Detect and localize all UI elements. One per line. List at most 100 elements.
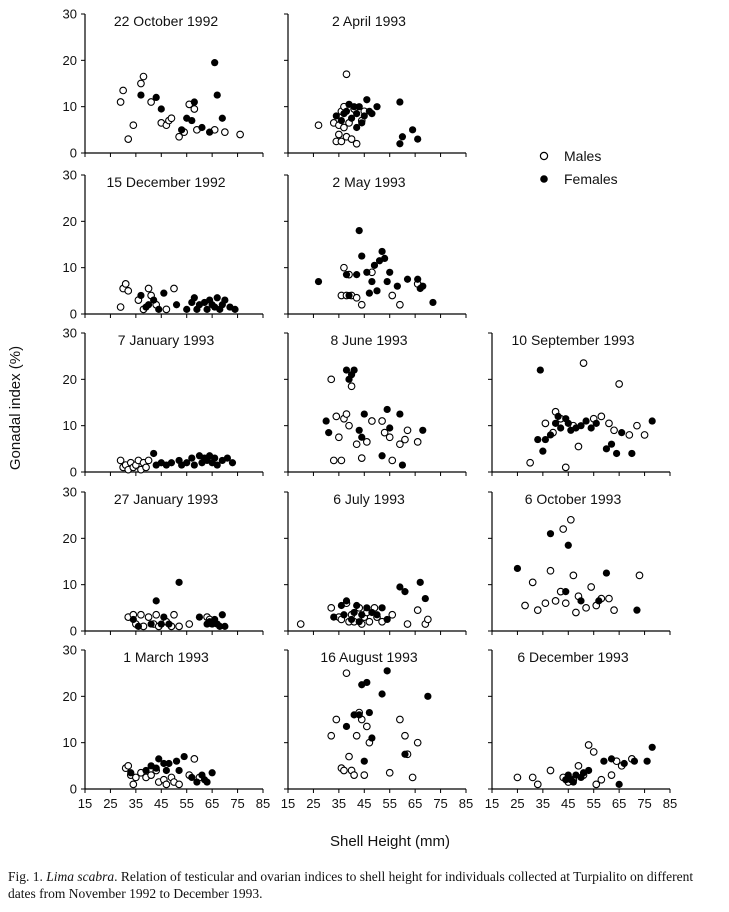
point-male bbox=[597, 412, 606, 421]
point-female bbox=[155, 305, 163, 313]
point-female bbox=[127, 769, 135, 777]
point-male bbox=[124, 286, 133, 295]
point-female bbox=[337, 116, 345, 125]
panel-title: 2 May 1993 bbox=[332, 174, 405, 190]
point-male bbox=[388, 291, 397, 300]
point-male bbox=[221, 128, 229, 136]
point-male bbox=[335, 433, 343, 442]
point-male bbox=[327, 603, 336, 612]
point-male bbox=[327, 375, 336, 384]
point-female bbox=[582, 417, 590, 425]
point-male bbox=[352, 139, 361, 148]
point-female bbox=[618, 429, 626, 437]
point-female bbox=[167, 459, 176, 467]
point-female bbox=[332, 112, 340, 120]
point-female bbox=[165, 759, 173, 768]
point-female bbox=[142, 766, 150, 775]
x-tick-label: 35 bbox=[332, 796, 346, 811]
point-male bbox=[396, 300, 404, 309]
point-male bbox=[175, 780, 183, 789]
point-female bbox=[358, 433, 366, 441]
point-male bbox=[635, 571, 644, 580]
point-male bbox=[335, 130, 343, 139]
point-male bbox=[551, 597, 560, 605]
point-male bbox=[340, 123, 348, 132]
point-male bbox=[144, 613, 153, 621]
point-female bbox=[150, 449, 158, 458]
point-female bbox=[218, 114, 226, 122]
point-female bbox=[421, 594, 429, 603]
point-male bbox=[132, 773, 140, 782]
point-female bbox=[160, 289, 168, 297]
point-male bbox=[185, 620, 194, 628]
panel-title: 1 March 1993 bbox=[123, 649, 209, 665]
point-male bbox=[572, 608, 580, 617]
panel-title: 16 August 1993 bbox=[320, 649, 418, 665]
caption-fig: Fig. 1. bbox=[8, 869, 43, 884]
point-male bbox=[388, 456, 397, 465]
point-male bbox=[170, 284, 178, 293]
point-female bbox=[165, 620, 173, 628]
panel-title: 2 April 1993 bbox=[332, 13, 406, 29]
point-male bbox=[360, 771, 369, 779]
point-male bbox=[137, 79, 145, 88]
point-female bbox=[162, 766, 170, 775]
point-male bbox=[528, 578, 537, 587]
point-female bbox=[648, 743, 656, 751]
point-female bbox=[342, 271, 351, 279]
point-female bbox=[554, 412, 562, 420]
x-tick-label: 65 bbox=[612, 796, 626, 811]
point-female bbox=[564, 541, 572, 549]
point-female bbox=[157, 620, 165, 628]
caption-text: . Relation of testicular and ovarian ind… bbox=[8, 869, 694, 901]
x-tick-label: 35 bbox=[536, 796, 550, 811]
point-female bbox=[546, 530, 555, 538]
panel-3: 2 May 1993 bbox=[284, 174, 467, 318]
point-male bbox=[413, 738, 422, 747]
x-tick-label: 15 bbox=[281, 796, 295, 811]
point-female bbox=[414, 135, 422, 143]
point-female bbox=[398, 133, 407, 141]
point-female bbox=[365, 708, 373, 717]
point-male bbox=[352, 440, 361, 449]
y-tick-label: 20 bbox=[63, 53, 77, 68]
point-male bbox=[413, 438, 422, 446]
panel-title: 7 January 1993 bbox=[118, 332, 215, 348]
panel-11: 15 25 35 45 55 65 75 85 16 August 1993 bbox=[281, 649, 473, 811]
point-male bbox=[385, 768, 394, 777]
point-male bbox=[332, 715, 341, 724]
point-male bbox=[121, 280, 130, 288]
y-tick-label: 10 bbox=[63, 260, 77, 275]
point-male bbox=[144, 284, 153, 293]
x-tick-label: 75 bbox=[230, 796, 244, 811]
point-male bbox=[579, 359, 588, 367]
point-female bbox=[546, 431, 555, 439]
point-female bbox=[190, 98, 198, 106]
panel-12: 15 25 35 45 55 65 75 85 6 December 1993 bbox=[485, 649, 677, 811]
point-female bbox=[569, 778, 577, 786]
point-female bbox=[396, 410, 404, 418]
point-female bbox=[175, 578, 183, 586]
point-male bbox=[142, 463, 150, 472]
y-tick-label: 30 bbox=[63, 326, 77, 341]
point-female bbox=[401, 750, 409, 758]
point-female bbox=[403, 275, 412, 283]
point-female bbox=[183, 459, 191, 467]
point-male bbox=[633, 421, 641, 430]
point-male bbox=[533, 780, 542, 789]
point-male bbox=[587, 583, 596, 591]
point-female bbox=[424, 692, 432, 700]
point-female bbox=[350, 366, 358, 374]
x-tick-label: 25 bbox=[510, 796, 524, 811]
point-male bbox=[340, 263, 348, 272]
point-female bbox=[373, 611, 381, 619]
point-female bbox=[213, 461, 221, 469]
point-female bbox=[386, 268, 394, 276]
panel-4: 0 10 20 30 7 January 1993 bbox=[63, 326, 264, 480]
point-female bbox=[221, 622, 229, 630]
point-male bbox=[526, 458, 534, 467]
point-female bbox=[409, 126, 417, 134]
point-female bbox=[330, 613, 338, 621]
point-female bbox=[534, 435, 542, 444]
point-male bbox=[396, 440, 404, 449]
